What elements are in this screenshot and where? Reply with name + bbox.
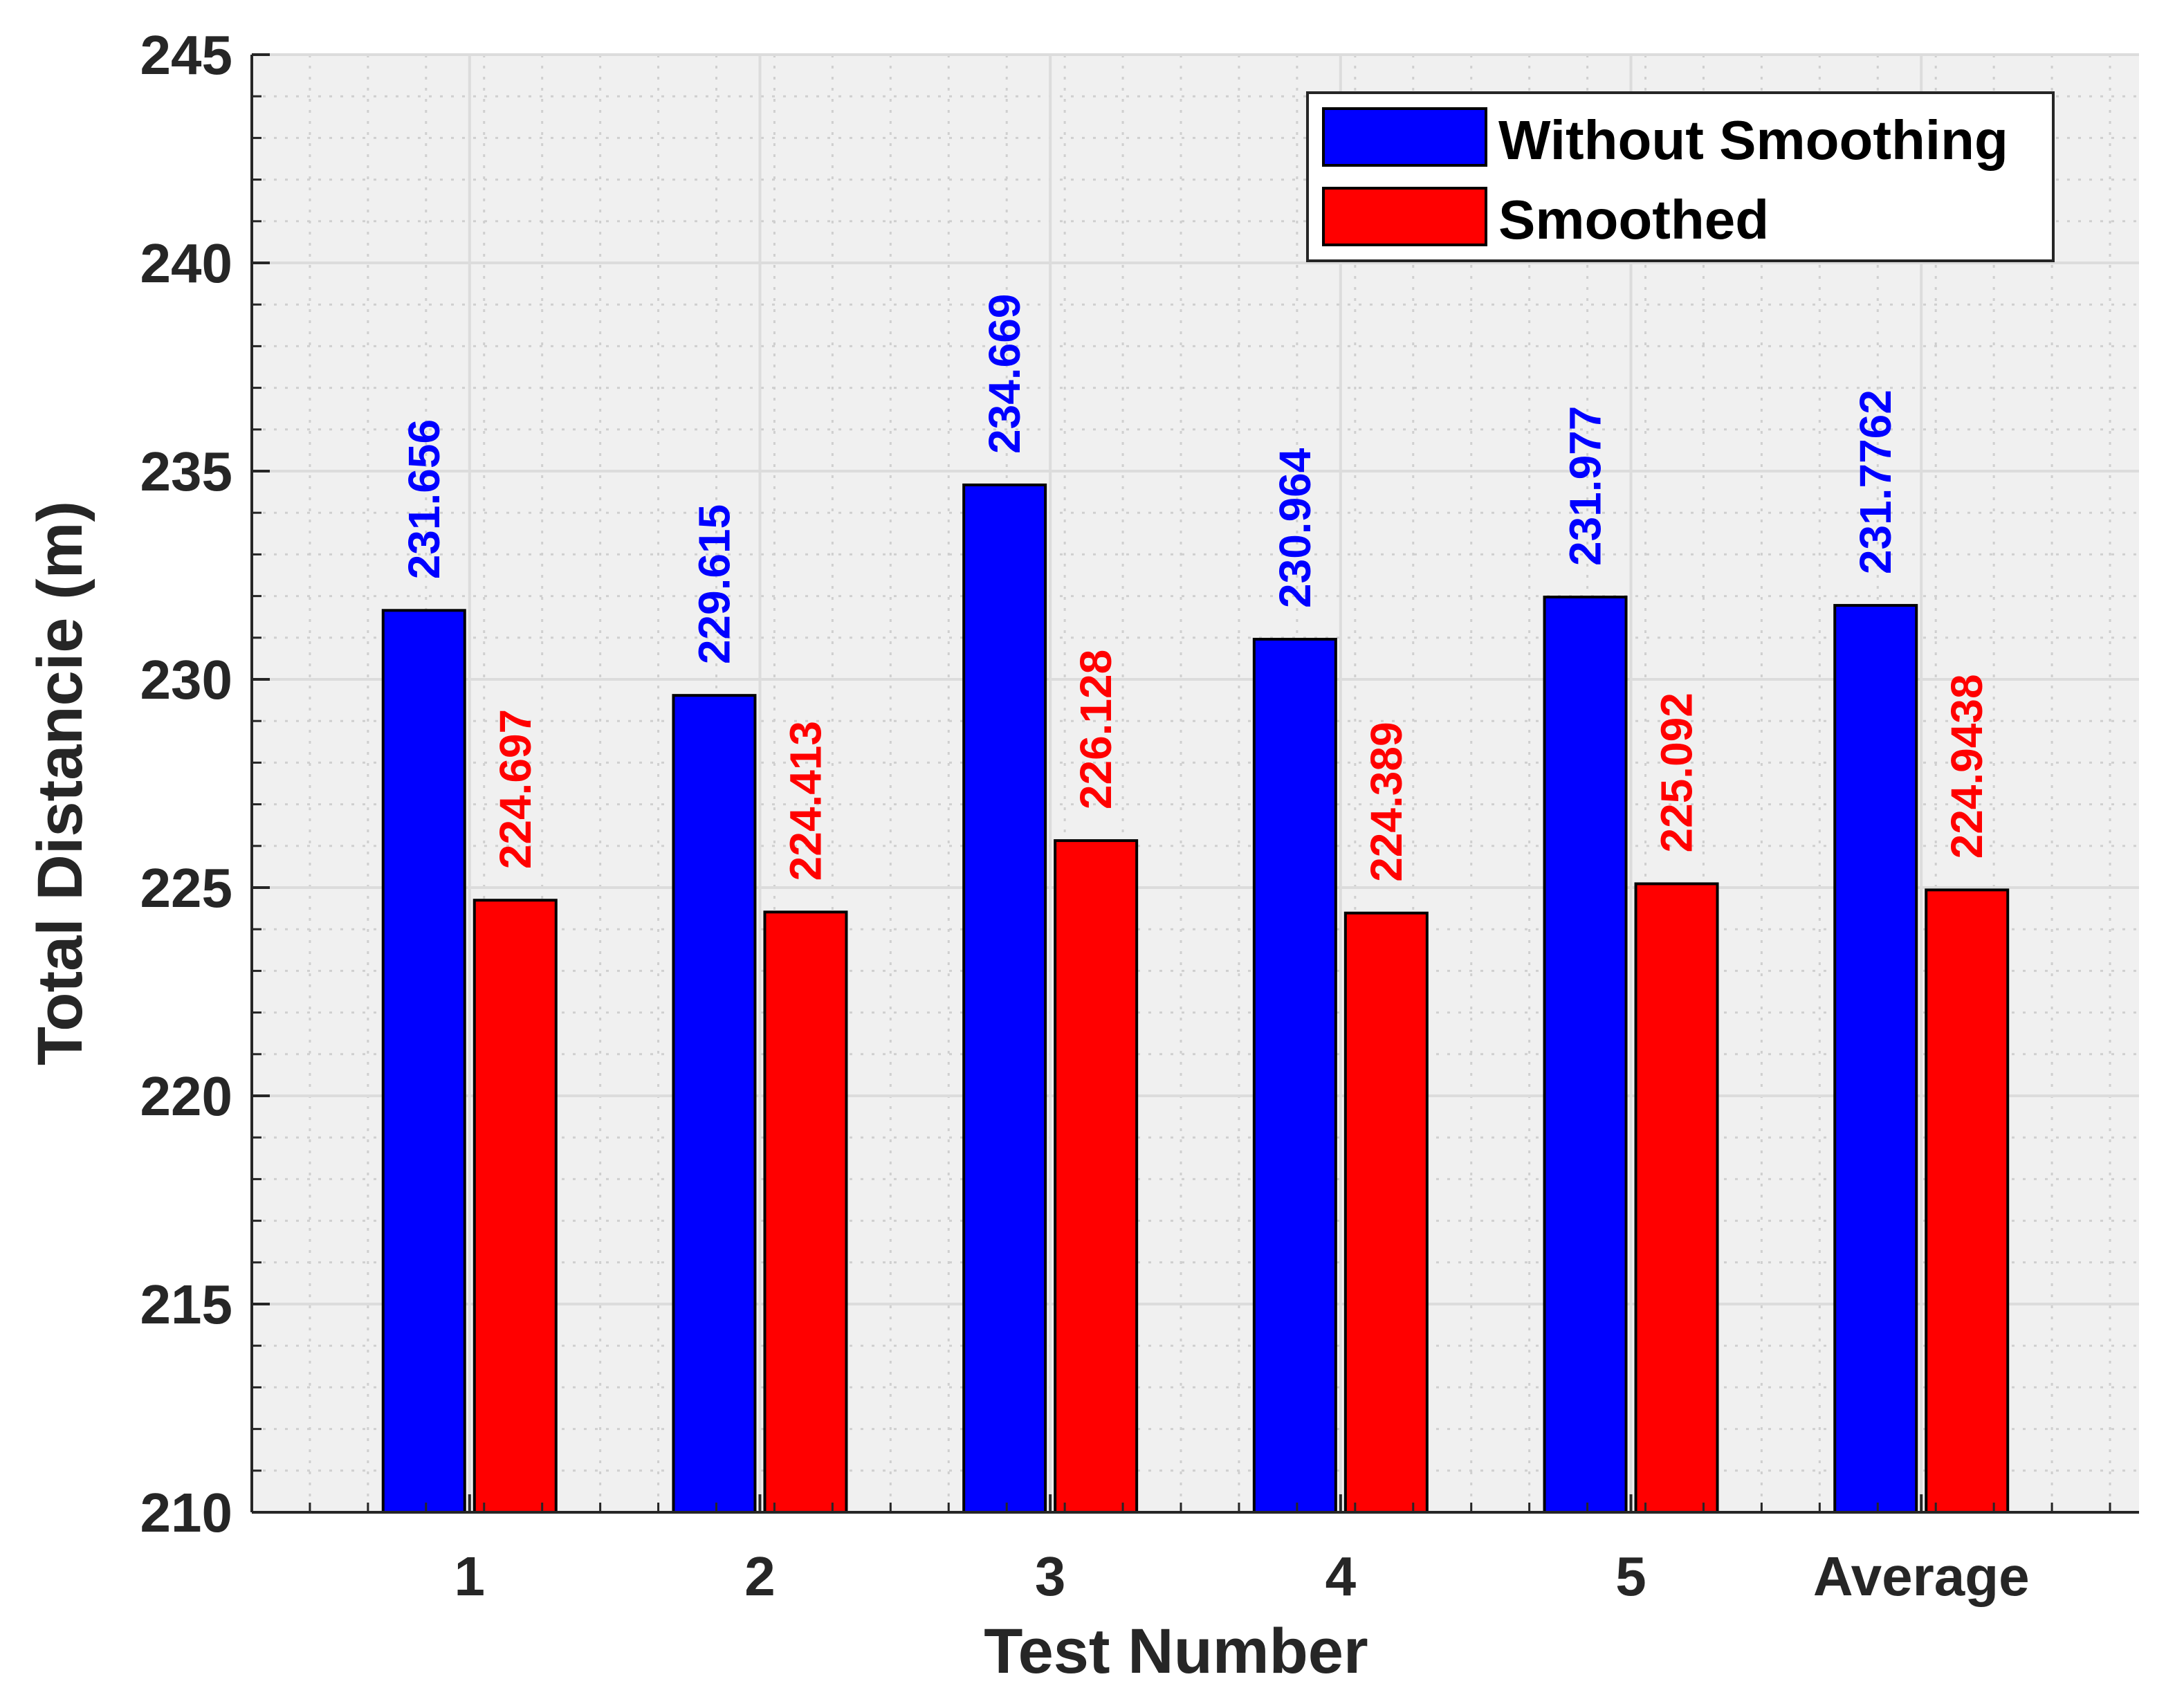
data-label-smoothed-5: 225.092	[1652, 692, 1702, 852]
x-tick-label-5: 5	[1615, 1545, 1646, 1607]
bar-without-smoothing-1	[381, 609, 466, 1514]
x-tick-label-average: Average	[1813, 1545, 2030, 1607]
y-tick-label-235: 235	[140, 441, 232, 502]
data-label-smoothed-average: 224.9438	[1942, 674, 1992, 859]
legend-label-smoothed: Smoothed	[1498, 189, 1769, 250]
data-label-smoothed-3: 226.128	[1071, 650, 1121, 809]
y-axis-title: Total Distancie (m)	[25, 501, 95, 1065]
data-label-without-smoothing-3: 234.669	[980, 294, 1029, 454]
bar-smoothed-2	[763, 910, 848, 1514]
grid-lines	[252, 53, 2139, 1514]
y-tick-label-240: 240	[140, 232, 232, 294]
y-tick-label-210: 210	[140, 1482, 232, 1543]
bar-smoothed-3	[1054, 839, 1139, 1514]
data-label-smoothed-2: 224.413	[780, 721, 830, 881]
y-tick-label-220: 220	[140, 1065, 232, 1127]
y-tick-label-225: 225	[140, 857, 232, 919]
bar-smoothed-average	[1925, 888, 2010, 1514]
bar-smoothed-1	[472, 899, 558, 1514]
y-tick-label-245: 245	[140, 24, 232, 86]
axes: 210 215 220 225 230 235 240 245 1 2 3 4 5 Average	[140, 24, 2139, 1607]
legend-swatch-without-smoothing	[1322, 107, 1487, 167]
x-tick-label-4: 4	[1325, 1545, 1357, 1607]
legend[interactable]: Without Smoothing Smoothed	[1306, 91, 2055, 262]
bar-smoothed-5	[1634, 882, 1719, 1514]
x-tick-label-2: 2	[744, 1545, 776, 1607]
bar-without-smoothing-average	[1833, 604, 1918, 1514]
bar-without-smoothing-3	[962, 483, 1047, 1514]
bar-without-smoothing-5	[1543, 595, 1628, 1514]
bar-smoothed-4	[1343, 911, 1429, 1514]
data-label-smoothed-1: 224.697	[490, 709, 540, 869]
bar-without-smoothing-2	[672, 694, 757, 1514]
data-label-smoothed-4: 224.389	[1361, 722, 1411, 881]
legend-swatch-smoothed	[1322, 187, 1487, 246]
x-tick-label-1: 1	[455, 1545, 486, 1607]
x-tick-label-3: 3	[1035, 1545, 1066, 1607]
data-label-without-smoothing-5: 231.977	[1561, 406, 1611, 566]
y-tick-label-215: 215	[140, 1274, 232, 1335]
data-labels: 231.656 229.615 234.669 230.964 231.977 231.7…	[399, 294, 1992, 882]
data-label-without-smoothing-1: 231.656	[399, 419, 449, 579]
y-tick-label-230: 230	[140, 649, 232, 710]
data-label-without-smoothing-4: 230.964	[1270, 448, 1320, 608]
plot-background	[252, 55, 2139, 1512]
bar-without-smoothing-4	[1252, 637, 1337, 1514]
data-label-without-smoothing-2: 229.615	[689, 504, 739, 664]
data-label-without-smoothing-average: 231.7762	[1851, 389, 1900, 574]
legend-label-without-smoothing: Without Smoothing	[1498, 109, 2008, 171]
x-axis-title: Test Number	[984, 1616, 1368, 1687]
